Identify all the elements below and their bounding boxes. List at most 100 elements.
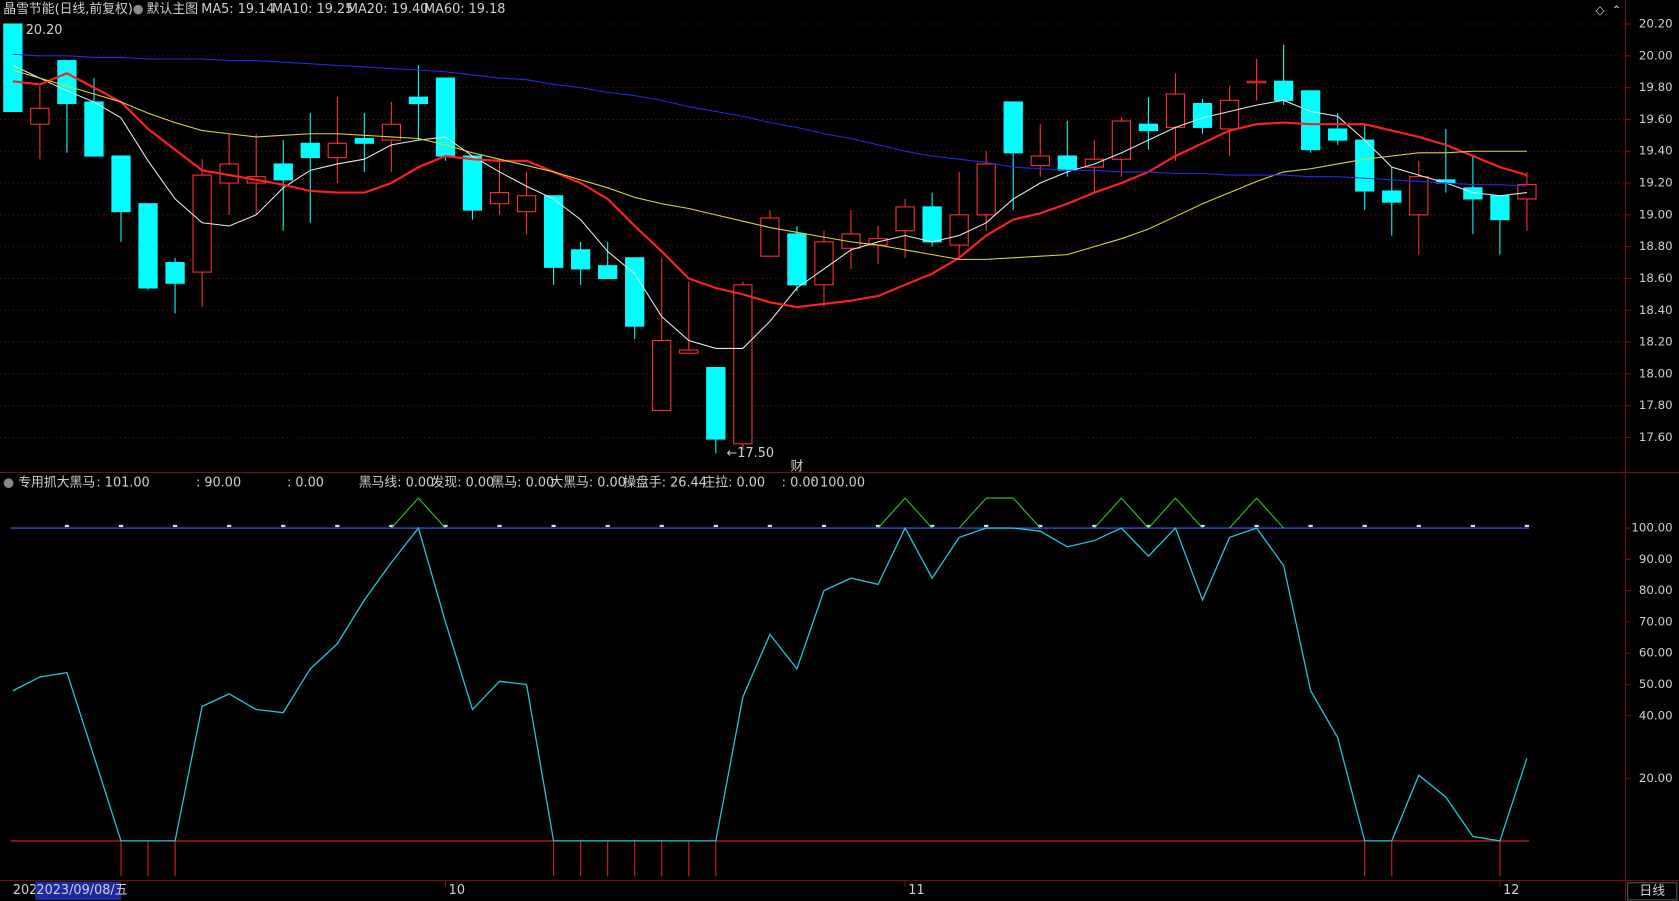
y-tick-label: 18.00: [1639, 366, 1673, 380]
candle-body: [1328, 128, 1348, 141]
ref-marker: [605, 524, 610, 527]
ref-marker: [929, 524, 935, 527]
candle-body: [1138, 123, 1159, 132]
candle-body: [408, 96, 429, 105]
y-tick-label: 19.60: [1639, 112, 1673, 126]
y-tick-label: 19.20: [1639, 176, 1673, 190]
legend-entry: MA20: 19.40: [347, 2, 428, 17]
candle-body: [760, 217, 780, 257]
ref-marker: [821, 524, 827, 527]
candle-body: [300, 142, 320, 159]
candle-body: [138, 203, 158, 289]
y-tick-label: 18.40: [1639, 303, 1673, 317]
candle-body: [625, 257, 645, 327]
subtitle: 默认主图: [147, 1, 198, 17]
candle-body: [814, 241, 834, 286]
candle-body: [1490, 195, 1510, 221]
x-tick-label: 12: [1503, 883, 1519, 898]
ref-marker: [659, 524, 664, 527]
legend-entry: : 100.00: [812, 476, 865, 491]
y-tick-label: 100.00: [1631, 521, 1672, 535]
candle-body: [489, 192, 510, 205]
candle-body: [57, 60, 77, 105]
ma-line: [12, 64, 1528, 349]
y-tick-label: 70.00: [1639, 614, 1673, 628]
y-tick-label: 90.00: [1639, 552, 1673, 566]
annotation: 财: [791, 460, 804, 475]
icon-collapse[interactable]: ⌃: [1612, 3, 1622, 17]
legend-entry: 大黑马: 0.00: [550, 476, 626, 491]
period-box[interactable]: [1627, 882, 1678, 901]
ref-marker: [1092, 524, 1097, 527]
signal-line: [418, 497, 446, 529]
candle-body: [949, 214, 969, 246]
candle-body: [84, 101, 104, 157]
candle-body: [30, 107, 50, 125]
ref-marker: [1308, 524, 1313, 527]
panel-icon[interactable]: [3, 478, 14, 488]
candle-body: [1409, 176, 1429, 216]
y-tick-label: 19.00: [1639, 207, 1673, 221]
candle-body: [976, 163, 996, 216]
legend-entry: MA10: 19.25: [272, 2, 353, 17]
ref-marker: [172, 524, 178, 527]
candle-body: [1030, 155, 1050, 167]
settings-icon[interactable]: [133, 4, 143, 15]
signal-line: [1093, 497, 1122, 529]
candle-body: [462, 155, 483, 211]
candle-body: [706, 366, 726, 440]
legend-entry: : 0.00: [782, 476, 819, 491]
y-tick-label: 20.00: [1639, 48, 1673, 62]
candle-body: [598, 265, 618, 279]
legend-entry: 操盘手: 26.44: [623, 475, 707, 491]
signal-line: [1229, 497, 1257, 529]
ref-marker: [64, 524, 70, 527]
legend-entry: 发现: 0.00: [432, 475, 495, 491]
annotation: 20.20: [26, 23, 63, 38]
legend-entry: : 0.00: [287, 476, 324, 491]
x-tick-label: 10: [449, 883, 465, 898]
legend-entry: : 90.00: [196, 476, 241, 491]
x-tick-label: 11: [908, 883, 924, 898]
icon-diamond[interactable]: ◇: [1595, 3, 1605, 17]
ref-marker: [1146, 524, 1151, 527]
y-tick-label: 20.20: [1639, 17, 1673, 31]
candle-body: [1273, 80, 1294, 101]
ref-marker: [227, 524, 232, 527]
legend-entry: 黑马: 0.00: [491, 476, 554, 491]
signal-line: [1120, 497, 1149, 529]
ref-marker: [1416, 524, 1421, 527]
y-tick-label: 18.80: [1639, 239, 1673, 253]
candle-body: [787, 233, 807, 286]
candle-body: [1165, 93, 1186, 128]
axis-start-label: 202: [13, 883, 38, 898]
signal-line: [390, 497, 419, 529]
candle-body: [652, 339, 672, 411]
candle-body: [841, 233, 861, 249]
ref-marker: [984, 524, 989, 527]
ref-marker: [281, 524, 286, 527]
candle-body: [516, 195, 537, 213]
ref-marker: [443, 524, 448, 527]
legend-entry: : 101.00: [96, 476, 149, 491]
candle-body: [327, 142, 347, 159]
y-tick-label: 40.00: [1639, 708, 1673, 722]
legend-entry: MA5: 19.14: [201, 2, 274, 17]
ref-marker: [335, 524, 340, 527]
ref-marker: [713, 524, 718, 527]
chart-title: 晶雪节能(日线,前复权): [3, 1, 133, 17]
annotation: ←17.50: [727, 446, 775, 461]
signal-line: [904, 497, 933, 529]
y-tick-label: 80.00: [1639, 583, 1673, 597]
candle-body: [1219, 99, 1240, 130]
ref-marker: [1524, 524, 1530, 527]
signal-line: [1012, 497, 1041, 529]
period-label[interactable]: 日线: [1639, 884, 1665, 899]
ref-marker: [1038, 524, 1043, 527]
candle-body: [354, 137, 374, 144]
candle-body: [3, 23, 23, 113]
ref-marker: [551, 524, 556, 527]
candle-body: [1301, 90, 1321, 151]
